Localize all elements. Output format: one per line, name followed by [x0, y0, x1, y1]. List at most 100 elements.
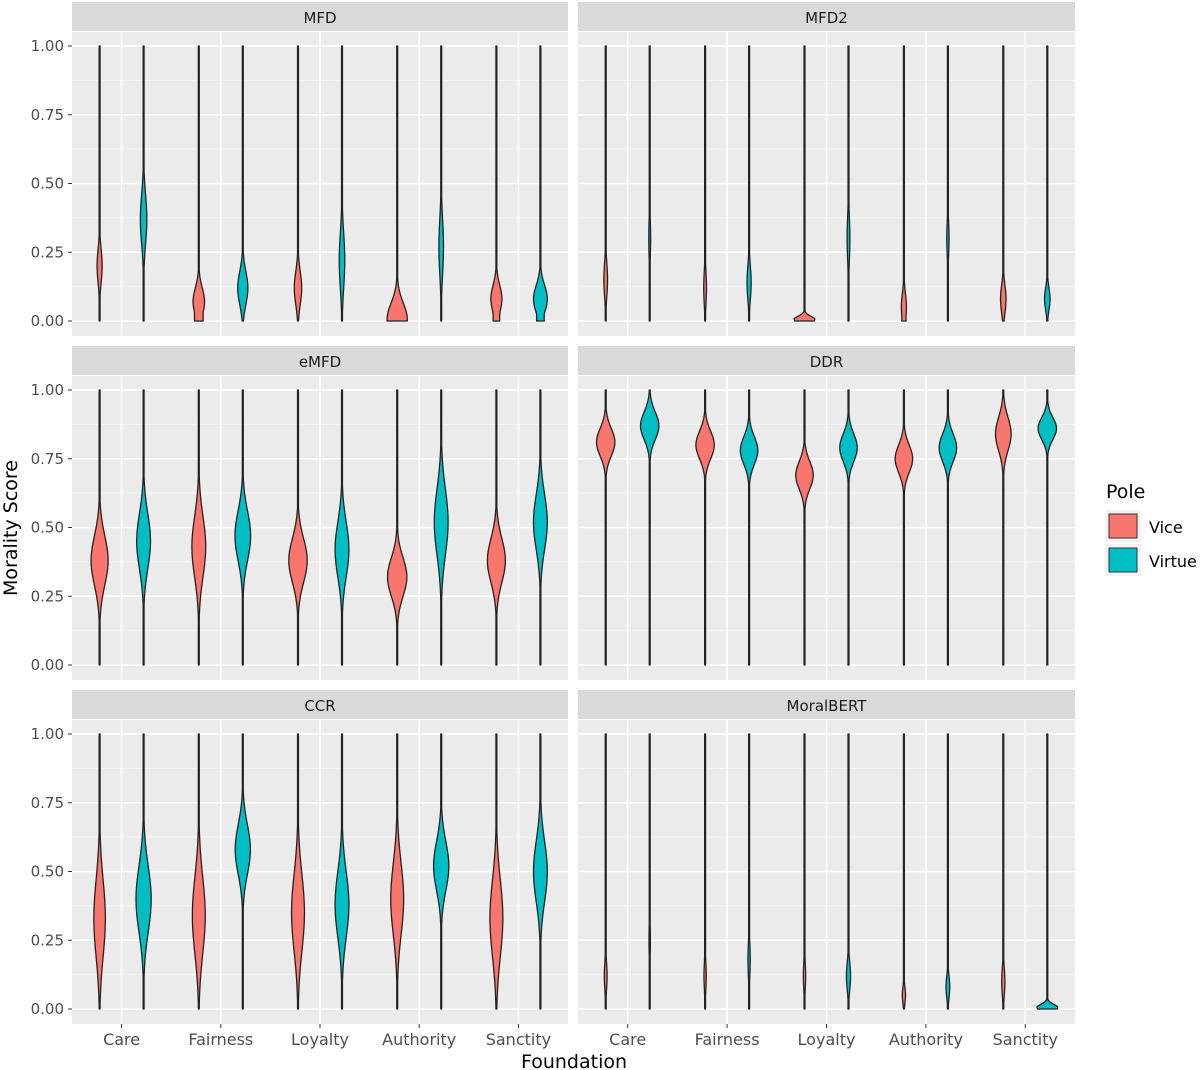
- violin-emfd-care-virtue: [136, 389, 152, 666]
- y-tick-label: 1.00: [31, 37, 64, 55]
- violin-emfd-loyalty-vice: [288, 389, 308, 666]
- violin-ccr-sanctity-virtue: [532, 733, 548, 1010]
- violin-moralbert-authority-virtue: [945, 733, 951, 1010]
- violin-mfd2-care-vice: [603, 45, 609, 322]
- panel-mfd: MFD 0.00 0.25 0.50 0.75 1.00: [31, 2, 568, 336]
- x-tick-label-fairness: Fairness: [695, 1030, 760, 1049]
- violin-moralbert-authority-vice: [901, 733, 907, 1010]
- legend-swatch-vice: [1108, 513, 1138, 539]
- violin-moralbert-fairness-virtue: [747, 733, 751, 1010]
- violin-mfd2-loyalty-vice: [793, 45, 816, 322]
- violin-moralbert-sanctity-vice: [1001, 733, 1006, 1010]
- violin-moralbert-loyalty-virtue: [845, 733, 852, 1010]
- panels-layer: MFD 0.00 0.25 0.50 0.75 1.00 MFD2 eMFD 0.00 0.25 0…: [31, 2, 1075, 1049]
- legend-label-virtue: Virtue: [1149, 552, 1197, 571]
- violin-emfd-fairness-virtue: [234, 389, 252, 666]
- violin-emfd-care-vice: [90, 389, 109, 666]
- violin-mfd2-authority-virtue: [946, 45, 950, 322]
- strip-ccr: [72, 690, 568, 719]
- violin-ddr-fairness-virtue: [739, 389, 759, 666]
- y-tick-label: 0.75: [31, 450, 64, 468]
- x-tick-label-loyalty: Loyalty: [798, 1030, 856, 1049]
- y-tick-label: 1.00: [31, 725, 64, 743]
- strip-label-mfd: MFD: [303, 9, 336, 27]
- violin-ccr-loyalty-vice: [290, 733, 306, 1010]
- strip-emfd: [72, 346, 568, 375]
- violin-ddr-authority-virtue: [938, 389, 958, 666]
- violin-emfd-fairness-vice: [191, 389, 207, 666]
- panel-ccr: CCR 0.00 0.25 0.50 0.75 1.00 Care Fairness Loyal…: [31, 690, 568, 1049]
- x-tick-label-care: Care: [103, 1030, 140, 1049]
- violin-mfd-loyalty-vice: [293, 45, 303, 322]
- violin-ccr-care-virtue: [135, 733, 152, 1010]
- violin-ccr-care-vice: [93, 733, 106, 1010]
- y-tick-label: 0.25: [31, 931, 64, 949]
- violin-moralbert-care-vice: [603, 733, 608, 1010]
- violin-moralbert-loyalty-vice: [802, 733, 807, 1010]
- violin-mfd-care-virtue: [139, 45, 148, 322]
- strip-mfd: [72, 2, 568, 31]
- violin-ddr-loyalty-virtue: [839, 389, 858, 666]
- strip-label-mfd2: MFD2: [805, 9, 848, 27]
- violin-moralbert-fairness-vice: [703, 733, 707, 1010]
- y-tick-label: 0.50: [31, 175, 64, 193]
- y-tick-label: 1.00: [31, 381, 64, 399]
- violin-mfd2-sanctity-vice: [999, 45, 1007, 322]
- violin-mfd-care-vice: [96, 45, 103, 322]
- violin-ddr-loyalty-vice: [795, 389, 814, 666]
- violin-emfd-sanctity-vice: [486, 389, 507, 666]
- x-tick-label-fairness: Fairness: [188, 1030, 253, 1049]
- y-tick-label: 0.00: [31, 656, 64, 674]
- x-axis-title: Foundation: [521, 1051, 627, 1070]
- strip-mfd2: [578, 2, 1075, 31]
- x-tick-label-authority: Authority: [889, 1030, 963, 1049]
- violin-mfd2-care-virtue: [648, 45, 652, 322]
- violin-mfd2-sanctity-virtue: [1043, 45, 1051, 322]
- y-tick-label: 0.50: [31, 519, 64, 537]
- x-tick-label-authority: Authority: [382, 1030, 456, 1049]
- violin-ddr-sanctity-virtue: [1037, 389, 1058, 666]
- x-tick-label-sanctity: Sanctity: [486, 1030, 551, 1049]
- violin-ccr-authority-vice: [390, 733, 405, 1010]
- violin-ccr-loyalty-virtue: [334, 733, 350, 1010]
- violin-mfd2-fairness-virtue: [746, 45, 752, 322]
- strip-label-moralbert: MoralBERT: [787, 697, 868, 715]
- y-tick-label: 0.00: [31, 312, 64, 330]
- violin-ddr-authority-vice: [894, 389, 914, 666]
- panel-emfd: eMFD 0.00 0.25 0.50 0.75 1.00: [31, 346, 568, 680]
- violin-ccr-fairness-virtue: [234, 733, 252, 1010]
- legend: Pole Vice Virtue: [1105, 481, 1197, 576]
- violin-emfd-sanctity-virtue: [532, 389, 548, 666]
- legend-title: Pole: [1106, 481, 1145, 503]
- violin-emfd-loyalty-virtue: [334, 389, 350, 666]
- violin-mfd-authority-vice: [386, 45, 408, 322]
- violin-ccr-authority-virtue: [432, 733, 450, 1010]
- panel-moralbert: MoralBERT Care Fairness Loyalty Authority San…: [578, 690, 1075, 1049]
- y-tick-label: 0.25: [31, 243, 64, 261]
- y-tick-label: 0.75: [31, 106, 64, 124]
- violin-mfd-fairness-vice: [192, 45, 206, 322]
- violin-mfd2-loyalty-virtue: [846, 45, 851, 322]
- violin-mfd2-fairness-vice: [703, 45, 708, 322]
- strip-moralbert: [578, 690, 1075, 719]
- panel-mfd2: MFD2: [578, 2, 1075, 336]
- legend-swatch-virtue: [1108, 547, 1138, 573]
- y-tick-label: 0.25: [31, 587, 64, 605]
- strip-ddr: [578, 346, 1075, 375]
- violin-ddr-care-virtue: [639, 389, 660, 666]
- x-tick-label-loyalty: Loyalty: [291, 1030, 349, 1049]
- violin-moralbert-sanctity-virtue: [1036, 733, 1059, 1010]
- violin-ccr-fairness-vice: [191, 733, 206, 1010]
- violin-mfd-authority-virtue: [438, 45, 445, 322]
- strip-label-ddr: DDR: [810, 353, 844, 371]
- y-tick-label: 0.75: [31, 794, 64, 812]
- legend-item-virtue: Virtue: [1105, 544, 1197, 576]
- violin-mfd-fairness-virtue: [237, 45, 249, 322]
- violin-mfd-loyalty-virtue: [338, 45, 346, 322]
- x-tick-label-sanctity: Sanctity: [993, 1030, 1058, 1049]
- panel-ddr: DDR: [578, 346, 1075, 680]
- y-tick-label: 0.50: [31, 863, 64, 881]
- legend-item-vice: Vice: [1105, 510, 1183, 542]
